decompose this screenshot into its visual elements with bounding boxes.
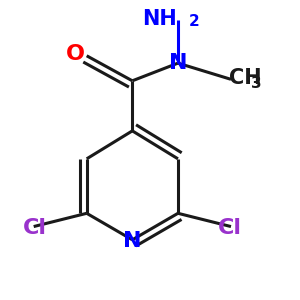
Text: Cl: Cl (218, 218, 242, 238)
Text: 2: 2 (189, 14, 200, 29)
Text: N: N (123, 231, 142, 251)
Text: CH: CH (230, 68, 262, 88)
Text: NH: NH (142, 9, 176, 29)
Text: O: O (65, 44, 84, 64)
Text: Cl: Cl (23, 218, 47, 238)
Text: N: N (169, 53, 187, 73)
Text: 3: 3 (251, 76, 261, 91)
